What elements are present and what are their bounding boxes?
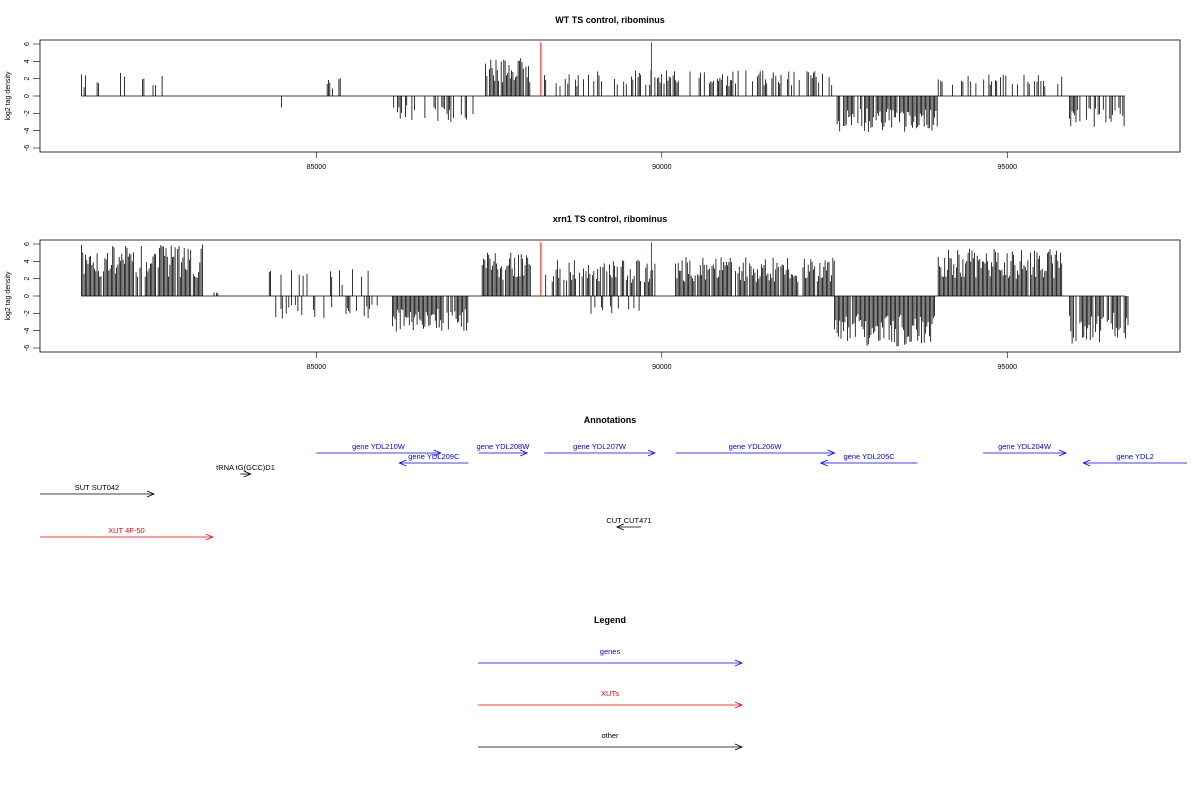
annotation-feature: gene YDL209C <box>398 452 469 467</box>
y-tick-label: -4 <box>24 127 31 133</box>
feature-label: tRNA tG(GCC)D1 <box>216 463 275 472</box>
annotation-feature: gene YDL2 <box>1082 452 1187 467</box>
bars <box>81 42 1125 132</box>
y-tick-label: -2 <box>24 110 31 116</box>
annotation-feature: tRNA tG(GCC)D1 <box>216 463 275 478</box>
annotation-feature: gene YDL210W <box>316 442 442 457</box>
x-tick-label: 95000 <box>998 164 1018 171</box>
arrow-head <box>519 449 529 457</box>
annotation-feature: SUT SUT042 <box>40 483 156 498</box>
arrow-head <box>827 449 836 457</box>
arrow-head <box>734 659 744 667</box>
y-tick-label: 4 <box>24 259 31 263</box>
x-tick-label: 95000 <box>998 364 1018 371</box>
feature-label: gene YDL205C <box>844 452 896 461</box>
legend-label: XUTs <box>601 689 619 698</box>
arrow-head <box>243 470 252 478</box>
legend-panel: Legend genes XUTs other <box>478 615 744 751</box>
feature-label: gene YDL206W <box>729 442 783 451</box>
feature-label: CUT CUT471 <box>606 516 651 525</box>
y-tick-label: 4 <box>24 59 31 63</box>
legend-item: other <box>478 731 744 751</box>
arrow-head <box>734 743 744 751</box>
y-tick-label: 6 <box>24 242 31 246</box>
feature-label: gene YDL210W <box>352 442 406 451</box>
annotation-feature: gene YDL206W <box>675 442 836 457</box>
arrow-head <box>205 533 214 541</box>
arrow-head <box>1082 459 1091 467</box>
panel-title: xrn1 TS control, ribominus <box>553 214 668 224</box>
annotations-title: Annotations <box>584 415 637 425</box>
feature-label: gene YDL208W <box>476 442 530 451</box>
axes: -6 -4 -2 0 2 4 6 85000 90000 95000 <box>24 42 1017 171</box>
feature-label: SUT SUT042 <box>75 483 119 492</box>
arrow-head <box>398 459 407 467</box>
x-tick-label: 85000 <box>307 364 327 371</box>
y-tick-label: 6 <box>24 42 31 46</box>
arrow-head <box>819 459 828 467</box>
feature-label: gene YDL204W <box>998 442 1052 451</box>
y-tick-label: -2 <box>24 310 31 316</box>
annotation-feature: gene YDL205C <box>819 452 918 467</box>
bars <box>81 242 1129 347</box>
y-axis-label: log2 tag density <box>5 271 12 321</box>
legend-title: Legend <box>594 615 626 625</box>
x-tick-label: 90000 <box>652 164 672 171</box>
y-tick-label: -4 <box>24 327 31 333</box>
panel-title: WT TS control, ribominus <box>555 15 665 25</box>
y-tick-label: 0 <box>24 294 31 298</box>
xrn1-density-panel: xrn1 TS control, ribominus log2 tag dens… <box>5 214 1181 371</box>
annotation-feature: CUT CUT471 <box>606 516 652 531</box>
arrow-head <box>615 523 625 531</box>
y-tick-label: 2 <box>24 277 31 281</box>
legend-label: genes <box>600 647 621 656</box>
y-tick-label: 2 <box>24 77 31 81</box>
x-tick-label: 90000 <box>652 364 672 371</box>
annotation-feature: XUT 4F-50 <box>40 526 214 541</box>
feature-label: XUT 4F-50 <box>108 526 145 535</box>
feature-label: gene YDL2 <box>1116 452 1153 461</box>
feature-label: gene YDL207W <box>573 442 627 451</box>
annotation-feature: gene YDL207W <box>544 442 656 457</box>
annotation-feature: gene YDL208W <box>476 442 530 457</box>
legend-item: XUTs <box>478 689 744 709</box>
wt-density-panel: WT TS control, ribominus log2 tag densit… <box>5 15 1181 171</box>
y-axis-label: log2 tag density <box>5 71 12 121</box>
y-tick-label: -6 <box>24 345 31 351</box>
arrow-head <box>647 449 656 457</box>
y-tick-label: 0 <box>24 94 31 98</box>
legend-item: genes <box>478 647 744 667</box>
legend-label: other <box>601 731 619 740</box>
arrow-head <box>146 490 156 498</box>
feature-label: gene YDL209C <box>408 452 460 461</box>
axes: -6 -4 -2 0 2 4 6 85000 90000 95000 <box>24 242 1017 371</box>
arrow-head <box>433 449 442 457</box>
y-tick-label: -6 <box>24 145 31 151</box>
arrow-head <box>1058 449 1068 457</box>
annotation-feature: gene YDL204W <box>983 442 1068 457</box>
x-tick-label: 85000 <box>307 164 327 171</box>
arrow-head <box>734 701 744 709</box>
legend-items: genes XUTs other <box>478 647 744 751</box>
